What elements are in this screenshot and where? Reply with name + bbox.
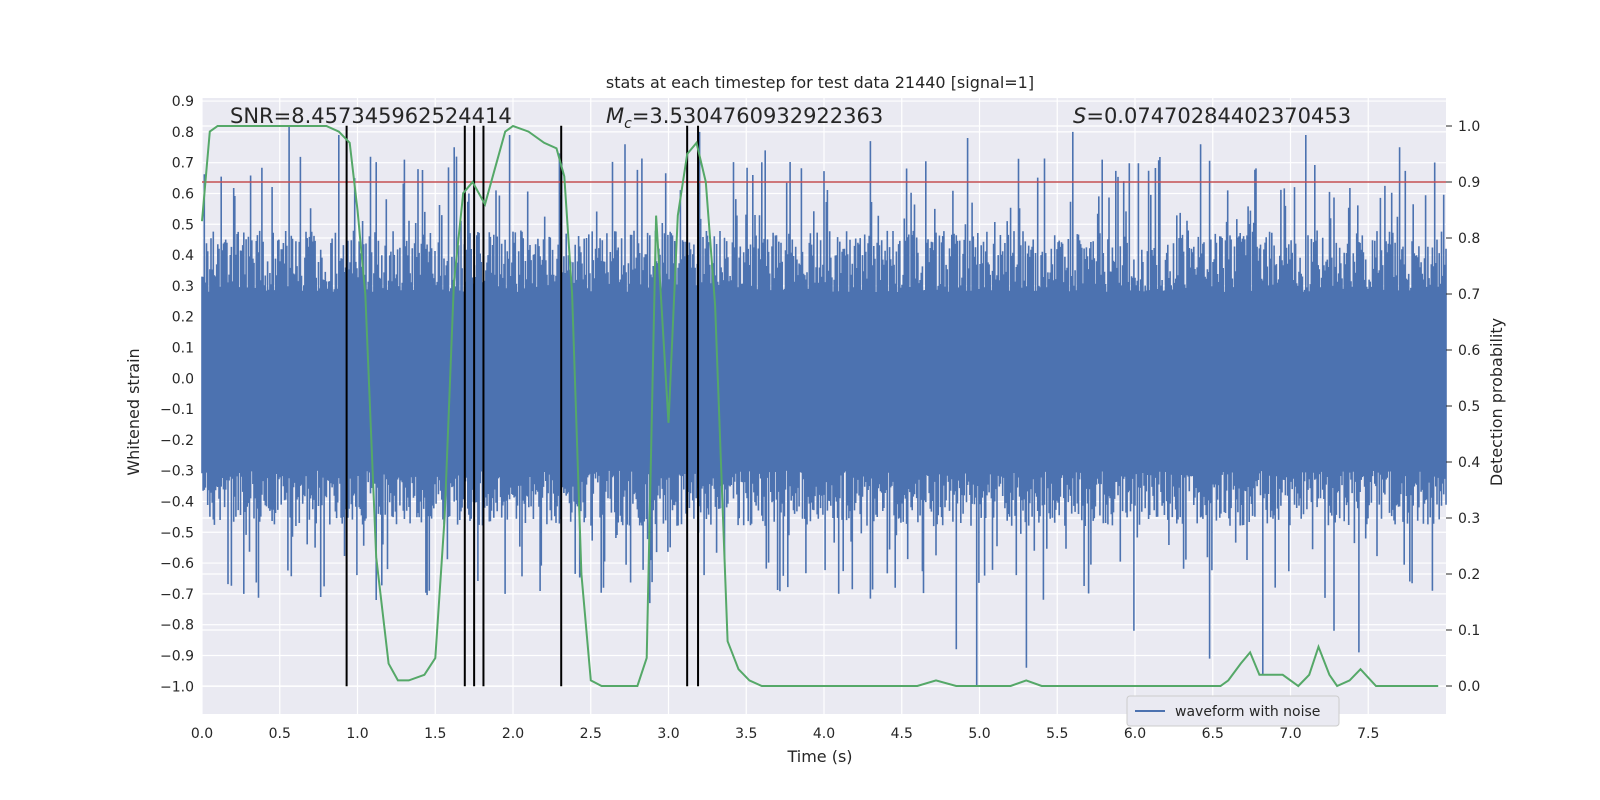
y-tick-label-left: −0.5 (160, 525, 194, 541)
x-tick-label: 6.0 (1124, 726, 1146, 742)
x-tick-label: 0.0 (191, 726, 213, 742)
x-tick-label: 1.0 (346, 726, 368, 742)
x-tick-label: 5.0 (968, 726, 990, 742)
mc-value: =3.5304760932922363 (632, 104, 883, 128)
waveform-trace (201, 125, 1447, 687)
legend: waveform with noise (1126, 695, 1340, 727)
y-tick-label-left: −0.3 (160, 464, 194, 480)
y-axis-label-right: Detection probability (1487, 318, 1506, 486)
y-tick-label-right: 0.7 (1458, 287, 1480, 303)
y-tick-label-left: −0.6 (160, 556, 194, 572)
y-tick-label-right: 0.3 (1458, 511, 1480, 527)
detection-probability-line (201, 124, 1439, 688)
y-tick-label-left: −0.7 (160, 587, 194, 603)
y-tick-label-left: 0.1 (172, 340, 194, 356)
y-tick-label-left: −1.0 (160, 679, 194, 695)
snr-annotation: SNR=8.457345962524414 (230, 104, 512, 128)
s-annotation: S=0.07470284402370453 (1073, 104, 1351, 128)
x-tick-label: 3.5 (735, 726, 757, 742)
y-tick-label-left: 0.9 (172, 94, 194, 110)
y-tick-label-left: −0.9 (160, 648, 194, 664)
mc-subscript: c (624, 116, 632, 132)
y-tick-label-right: 0.5 (1458, 399, 1480, 415)
x-tick-label: 2.5 (580, 726, 602, 742)
y-tick-label-right: 0.1 (1458, 623, 1480, 639)
y-tick-label-left: 0.4 (172, 248, 194, 264)
x-tick-label: 3.0 (657, 726, 679, 742)
y-tick-label-left: −0.8 (160, 618, 194, 634)
x-tick-label: 1.5 (424, 726, 446, 742)
x-tick-label: 2.0 (502, 726, 524, 742)
chart-title: stats at each timestep for test data 214… (606, 73, 1034, 92)
y-tick-label-left: 0.0 (172, 371, 194, 387)
x-tick-label: 0.5 (269, 726, 291, 742)
s-symbol: S (1073, 104, 1086, 128)
y-tick-label-left: 0.6 (172, 186, 194, 202)
y-tick-label-right: 0.2 (1458, 567, 1480, 583)
y-tick-label-left: −0.4 (160, 494, 194, 510)
y-tick-label-left: −0.1 (160, 402, 194, 418)
x-tick-label: 5.5 (1046, 726, 1068, 742)
s-value: =0.07470284402370453 (1086, 104, 1351, 128)
y-tick-label-left: 0.2 (172, 310, 194, 326)
y-tick-label-right: 0.8 (1458, 231, 1480, 247)
y-tick-label-left: 0.5 (172, 217, 194, 233)
y-tick-label-right: 0.6 (1458, 343, 1480, 359)
chirp-mass-annotation: Mc=3.5304760932922363 (606, 104, 883, 132)
x-tick-label: 7.5 (1357, 726, 1379, 742)
x-tick-label: 7.0 (1279, 726, 1301, 742)
x-tick-label: 4.5 (891, 726, 913, 742)
x-tick-label: 4.0 (813, 726, 835, 742)
y-tick-label-right: 0.9 (1458, 175, 1480, 191)
y-axis-label-left: Whitened strain (124, 348, 143, 475)
y-tick-label-left: 0.3 (172, 279, 194, 295)
y-tick-label-right: 0.0 (1458, 679, 1480, 695)
legend-label-waveform: waveform with noise (1175, 704, 1320, 720)
x-axis-label: Time (s) (786, 747, 852, 766)
y-tick-label-left: 0.7 (172, 156, 194, 172)
mc-symbol: M (606, 104, 624, 128)
y-tick-label-left: 0.8 (172, 125, 194, 141)
y-tick-label-left: −0.2 (160, 433, 194, 449)
y-tick-label-right: 1.0 (1458, 119, 1480, 135)
legend-box (1126, 695, 1340, 727)
x-tick-label: 6.5 (1202, 726, 1224, 742)
y-tick-label-right: 0.4 (1458, 455, 1480, 471)
